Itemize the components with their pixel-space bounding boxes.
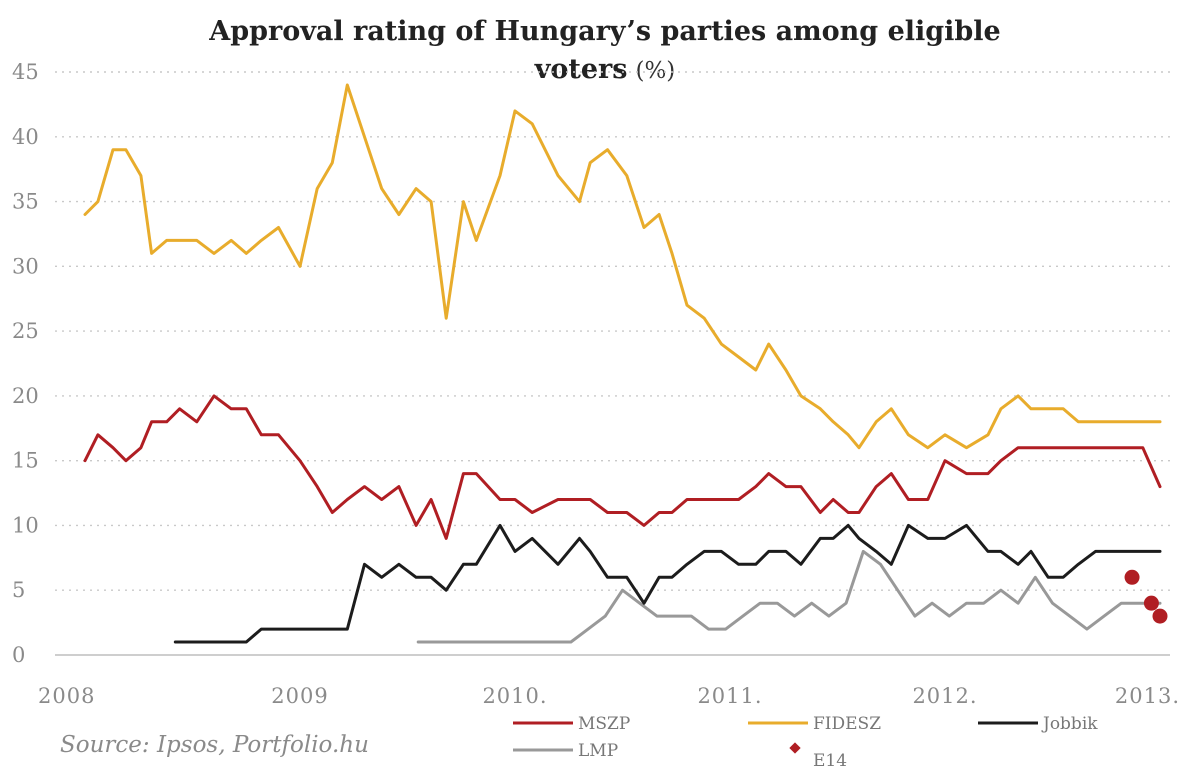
series-line-lmp	[416, 549, 1162, 644]
y-tick-label: 45	[12, 60, 39, 84]
chart-title-second-line: voters	[534, 54, 628, 85]
y-tick-label: 30	[12, 254, 39, 278]
legend-item-lmp: LMP	[513, 741, 618, 761]
y-tick-label: 0	[12, 643, 25, 667]
legend-label-fidesz: FIDESZ	[813, 714, 881, 734]
x-axis-ticks: 2008 2009 2010. 2011. 2012. 2013.	[38, 684, 1180, 708]
data-point-e14	[1152, 608, 1168, 624]
y-tick-label: 5	[12, 578, 25, 602]
x-tick-label: 2008	[38, 684, 95, 708]
series-line-mszp	[83, 394, 1162, 540]
legend-item-fidesz: FIDESZ	[748, 714, 881, 734]
scatter-points	[1124, 569, 1168, 624]
x-tick-label: 2013.	[1115, 684, 1180, 708]
chart-title-line2: voters (%)	[534, 54, 676, 85]
legend-label-jobbik: Jobbik	[1041, 714, 1098, 734]
legend: MSZP FIDESZ Jobbik LMP E14	[513, 714, 1098, 769]
legend-label-lmp: LMP	[578, 741, 618, 761]
gridlines	[55, 71, 1170, 656]
y-axis-ticks: 0 5 10 15 20 25 30 35 40 45	[12, 60, 39, 667]
data-point-e14	[1143, 595, 1159, 611]
x-tick-label: 2010.	[482, 684, 547, 708]
legend-item-jobbik: Jobbik	[978, 714, 1098, 734]
legend-label-mszp: MSZP	[578, 714, 630, 734]
source-note: Source: Ipsos, Portfolio.hu	[60, 732, 369, 758]
legend-label-e14: E14	[813, 751, 847, 769]
y-tick-label: 10	[12, 513, 39, 537]
y-tick-label: 15	[12, 449, 39, 473]
y-tick-label: 20	[12, 384, 39, 408]
series-line-jobbik	[173, 523, 1162, 644]
x-tick-label: 2011.	[697, 684, 762, 708]
data-point-e14	[1124, 569, 1140, 585]
y-tick-label: 40	[12, 125, 39, 149]
series-lines	[83, 83, 1162, 644]
y-tick-label: 35	[12, 190, 39, 214]
x-tick-label: 2009	[271, 684, 328, 708]
y-tick-label: 25	[12, 319, 39, 343]
x-tick-label: 2012.	[912, 684, 977, 708]
legend-marker-e14	[789, 742, 801, 754]
series-line-fidesz	[83, 83, 1162, 450]
chart-title-unit: (%)	[635, 58, 675, 84]
chart-title: Approval rating of Hungary’s parties amo…	[208, 16, 1000, 47]
legend-item-e14: E14	[789, 742, 847, 769]
legend-item-mszp: MSZP	[513, 714, 630, 734]
